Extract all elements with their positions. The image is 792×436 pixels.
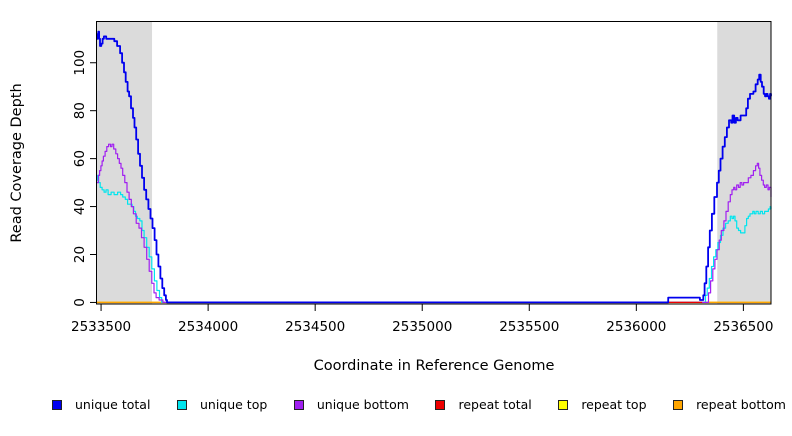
legend-label: repeat bottom [696, 397, 786, 412]
legend: unique total unique top unique bottom repea… [52, 397, 786, 412]
y-tick-label: 60 [72, 150, 88, 167]
legend-item-repeat-bottom: repeat bottom [673, 397, 786, 412]
x-tick-label: 2535500 [499, 319, 559, 335]
series-line-unique-bottom [97, 143, 772, 303]
legend-item-unique-bottom: unique bottom [293, 397, 409, 412]
series-line-unique-total [96, 30, 772, 304]
y-tick-label: 0 [72, 298, 88, 307]
legend-swatch-icon [673, 399, 684, 410]
series-lines [96, 30, 772, 304]
legend-label: unique bottom [316, 397, 409, 412]
x-tick-label: 2534000 [178, 319, 238, 335]
y-tick-label: 80 [72, 102, 88, 119]
x-axis-title: Coordinate in Reference Genome [314, 358, 555, 374]
shaded-region [717, 22, 771, 304]
x-tick-label: 2536500 [713, 319, 773, 335]
y-axis-title: Read Coverage Depth [9, 83, 25, 242]
plot-border [96, 21, 772, 305]
legend-item-unique-top: unique top [176, 397, 268, 412]
x-tick-label: 2535000 [392, 319, 452, 335]
legend-label: repeat total [458, 397, 532, 412]
legend-swatch-icon [293, 399, 304, 410]
legend-item-unique-total: unique total [52, 397, 150, 412]
legend-label: unique total [75, 397, 151, 412]
y-tick-label: 100 [72, 50, 88, 76]
legend-swatch-icon [435, 399, 446, 410]
y-axis: 0 20 40 60 80 100 [72, 50, 97, 307]
legend-swatch-icon [558, 399, 569, 410]
x-tick-label: 2533500 [71, 319, 131, 335]
y-tick-label: 40 [72, 198, 88, 215]
legend-label: repeat top [581, 397, 647, 412]
x-axis: 2533500 2534000 2534500 2535000 2535500 25360… [71, 304, 773, 335]
legend-label: unique top [199, 397, 268, 412]
x-tick-label: 2534500 [285, 319, 345, 335]
shaded-regions [97, 22, 771, 304]
y-tick-label: 20 [72, 246, 88, 263]
legend-swatch-icon [176, 399, 187, 410]
legend-item-repeat-top: repeat top [558, 397, 647, 412]
legend-swatch-icon [52, 399, 62, 410]
series-line-unique-top [97, 174, 772, 303]
legend-item-repeat-total: repeat total [435, 397, 532, 412]
x-tick-label: 2536000 [606, 319, 666, 335]
